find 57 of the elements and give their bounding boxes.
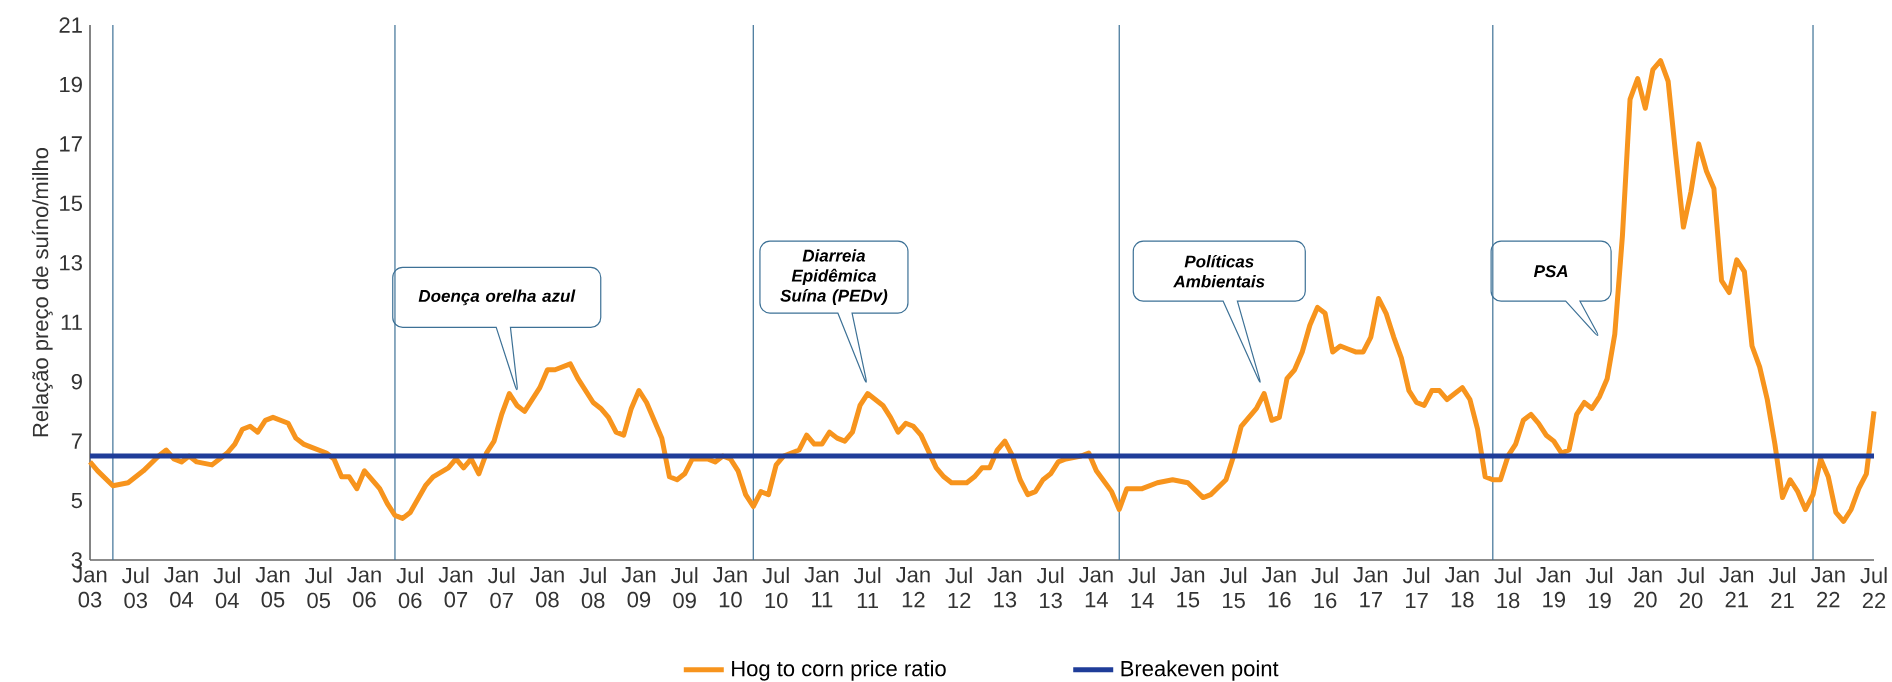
x-tick-label: Jan 22 [1810, 567, 1845, 608]
x-tick-label: Jan 03 [72, 567, 107, 608]
y-tick-label: 3 [71, 552, 82, 568]
x-tick-label: Jan 17 [1353, 567, 1388, 608]
legend-label: Breakeven point [1121, 660, 1279, 681]
x-tick-label: Jan 09 [621, 567, 656, 608]
x-tick-label: Jul 15 [1219, 567, 1247, 609]
x-tick-label: Jan 18 [1444, 567, 1479, 608]
x-tick-label: Jul 07 [487, 567, 515, 609]
x-tick-label: Jul 08 [579, 567, 606, 609]
x-tick-label: Jan 05 [255, 567, 290, 608]
x-tick-label: Jul 19 [1585, 567, 1613, 609]
x-tick-label: Jan 10 [713, 567, 747, 608]
y-tick-label: 5 [71, 492, 82, 509]
x-tick-label: Jan 15 [1170, 567, 1205, 608]
x-tick-label: Jul 21 [1768, 567, 1796, 609]
x-tick-label: Jul 16 [1311, 567, 1338, 609]
legend-label: Hog to corn price ratio [732, 660, 946, 681]
x-tick-label: Jan 06 [347, 567, 381, 608]
x-tick-label: Jul 13 [1036, 567, 1064, 609]
annotation: Políticas Ambientais [1173, 254, 1265, 288]
x-tick-label: Jan 12 [896, 567, 930, 608]
x-tick-label: Jul 10 [762, 567, 789, 609]
x-tick-label: Jan 13 [987, 567, 1022, 608]
x-tick-label: Jul 12 [945, 567, 972, 609]
y-tick-label: 7 [71, 433, 82, 449]
x-tick-label: Jan 21 [1719, 567, 1754, 608]
x-tick-label: Jan 08 [530, 567, 564, 608]
y-tick-label: 9 [71, 373, 82, 390]
y-axis-title: Relação preço de suíno/milho [31, 147, 53, 437]
x-tick-label: Jan 11 [804, 567, 839, 608]
x-tick-label: Jan 14 [1078, 567, 1113, 608]
x-tick-label: Jan 20 [1627, 567, 1662, 608]
annotation: PSA [1533, 265, 1568, 278]
x-tick-label: Jul 18 [1494, 567, 1521, 609]
x-tick-label: Jul 14 [1128, 567, 1155, 609]
y-tick-label: 11 [61, 314, 82, 330]
x-tick-label: Jul 04 [213, 567, 240, 609]
y-tick-label: 13 [60, 255, 82, 271]
x-tick-label: Jan 16 [1261, 567, 1296, 608]
annotation: Doença orelha azul [418, 289, 576, 306]
x-tick-label: Jul 09 [670, 567, 698, 609]
annotation: Diarreia Epidêmica Suína (PEDv) [780, 249, 888, 306]
x-tick-label: Jan 07 [438, 567, 473, 608]
x-tick-label: Jul 05 [305, 567, 332, 609]
x-tick-label: Jan 19 [1536, 567, 1571, 608]
y-tick-label: 21 [59, 17, 82, 33]
x-tick-label: Jul 06 [396, 567, 423, 609]
x-tick-label: Jul 20 [1677, 567, 1704, 609]
y-tick-label: 15 [60, 195, 82, 212]
x-tick-label: Jul 03 [122, 567, 149, 609]
y-tick-label: 19 [60, 76, 82, 93]
x-tick-label: Jul 22 [1860, 567, 1887, 609]
y-tick-label: 17 [60, 136, 82, 152]
x-tick-label: Jul 17 [1402, 567, 1430, 609]
x-tick-label: Jan 04 [164, 567, 198, 608]
x-tick-label: Jul 11 [853, 567, 881, 609]
